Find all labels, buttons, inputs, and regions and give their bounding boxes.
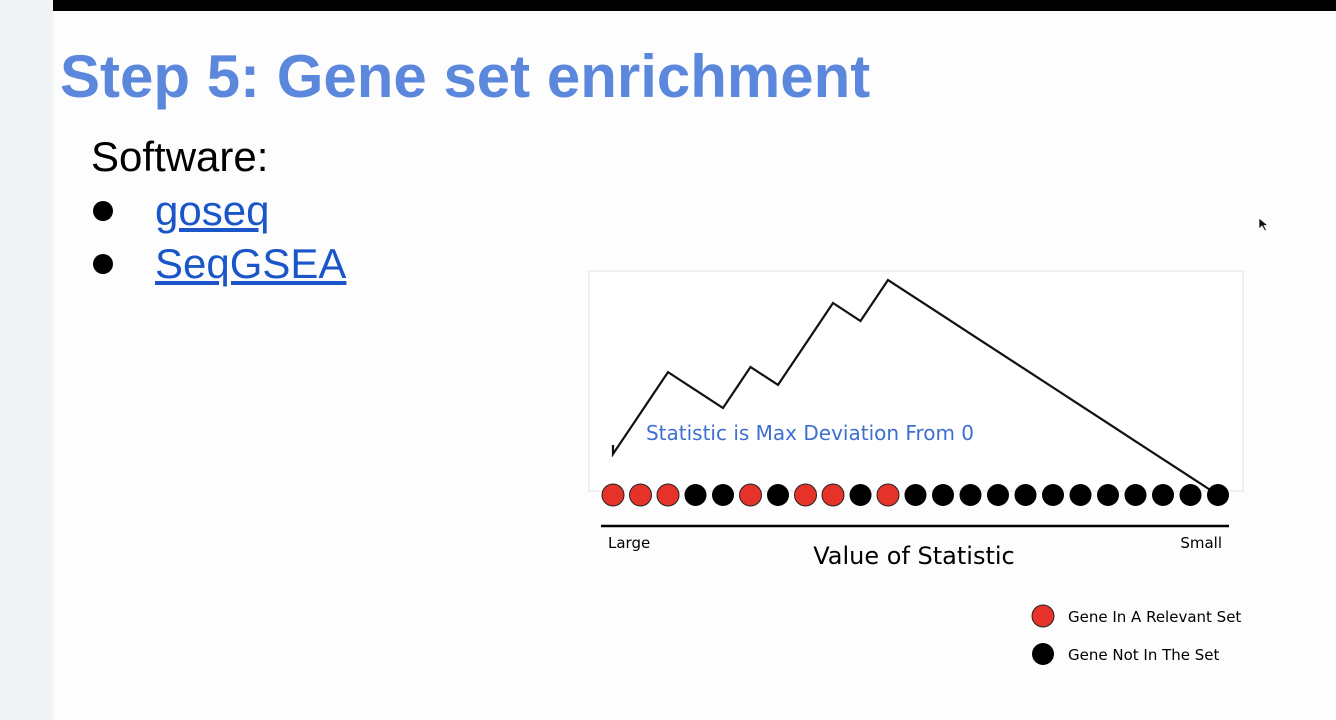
legend-in-set-label: Gene In A Relevant Set	[1068, 608, 1241, 626]
legend-not-in-set-label: Gene Not In The Set	[1068, 646, 1220, 664]
gene-dot-not-in-set	[904, 484, 927, 506]
enrichment-figure: Statistic is Max Deviation From 0 Large …	[588, 270, 1244, 665]
gene-dot-in-set	[739, 483, 762, 507]
gene-dot-not-in-set	[1097, 484, 1119, 506]
gene-dot-not-in-set	[932, 484, 954, 506]
annotation-text: Statistic is Max Deviation From 0	[646, 421, 974, 445]
seqgsea-link[interactable]: SeqGSEA	[155, 240, 347, 287]
gene-dot-in-set	[629, 483, 652, 507]
gene-dot-row	[601, 483, 1229, 507]
gene-dot-in-set	[656, 483, 680, 507]
gene-dot-in-set	[821, 483, 845, 507]
gene-dot-not-in-set	[849, 484, 872, 506]
gene-dot-not-in-set	[684, 484, 707, 506]
gene-dot-not-in-set	[767, 484, 789, 506]
gene-dot-not-in-set	[1042, 484, 1064, 506]
slide: Step 5: Gene set enrichment Software: go…	[53, 0, 1336, 720]
bullet-icon	[93, 201, 113, 221]
gene-dot-not-in-set	[1124, 484, 1147, 506]
gene-dot-not-in-set	[987, 484, 1009, 506]
bullet-item-seqgsea: SeqGSEA	[93, 238, 346, 290]
axis-title: Value of Statistic	[813, 542, 1015, 570]
bullet-icon	[93, 254, 113, 274]
gene-dot-not-in-set	[1069, 484, 1092, 506]
bullet-item-goseq: goseq	[93, 185, 269, 237]
gene-dot-in-set	[601, 483, 625, 507]
axis-left-label: Large	[608, 534, 650, 552]
gene-dot-not-in-set	[959, 484, 982, 506]
goseq-link[interactable]: goseq	[155, 187, 270, 234]
legend-not-in-set-icon	[1032, 643, 1054, 665]
axis-right-label: Small	[1180, 534, 1222, 552]
legend-in-set-icon	[1031, 604, 1055, 628]
gene-dot-in-set	[876, 483, 900, 507]
mouse-cursor-icon	[1259, 218, 1269, 232]
gene-dot-not-in-set	[712, 484, 734, 506]
gene-dot-not-in-set	[1014, 484, 1037, 506]
left-gutter	[0, 0, 53, 720]
running-sum-line	[611, 278, 1219, 496]
gene-dot-not-in-set	[1179, 484, 1202, 506]
slide-title: Step 5: Gene set enrichment	[60, 43, 871, 110]
top-bar	[53, 0, 1336, 11]
gene-dot-not-in-set	[1152, 484, 1174, 506]
gene-dot-in-set	[794, 483, 817, 507]
plot-frame	[588, 270, 1244, 492]
software-label: Software:	[91, 133, 269, 180]
gene-dot-not-in-set	[1207, 484, 1229, 506]
